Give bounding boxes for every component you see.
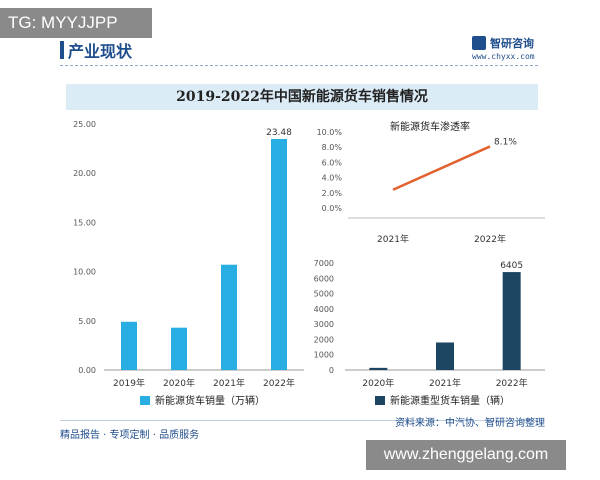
y-tick-label: 0.0% [322,204,343,213]
data-source: 资料来源：中汽协、智研咨询整理 [395,418,545,429]
legend-swatch [140,396,150,405]
legend-swatch [375,396,385,405]
y-tick-label: 20.00 [73,169,96,178]
x-tick-label: 2020年 [163,377,195,389]
y-tick-label: 10.00 [73,268,96,277]
y-tick-label: 5000 [314,290,334,299]
bar [121,321,137,370]
y-tick-label: 15.00 [73,218,96,227]
y-tick-label: 4000 [314,305,334,314]
series-line [392,145,491,191]
x-tick-label: 2022年 [263,377,295,389]
y-tick-label: 2.0% [322,189,343,198]
y-tick-label: 0.00 [78,366,96,375]
brand-name: 智研咨询 [490,37,534,50]
section-accent-bar [60,41,64,59]
y-tick-label: 3000 [314,320,334,329]
y-tick-label: 10.0% [317,128,343,137]
chart-title: 2019-2022年中国新能源货车销售情况 [176,89,428,105]
footer-slogan: 精品报告 · 专项定制 · 品质服务 [60,430,200,441]
y-tick-label: 7000 [314,259,334,268]
bar [436,342,454,370]
bar [502,272,521,370]
bar [271,138,287,370]
bar [171,327,187,370]
y-tick-label: 8.0% [322,143,343,152]
y-tick-label: 0 [329,366,334,375]
legend-label: 新能源重型货车销量（辆） [390,394,510,407]
bar [369,367,388,370]
y-tick-label: 6.0% [322,158,343,167]
x-tick-label: 2020年 [362,377,394,389]
data-label: 23.48 [266,128,292,138]
y-tick-label: 6000 [314,274,334,283]
brand-logo-icon [472,36,486,50]
header-divider [60,65,538,66]
top-left-tag: TG: MYYJJPP [0,8,152,38]
x-tick-label: 2021年 [377,233,409,245]
y-tick-label: 2000 [314,335,334,344]
sales-bar-chart: 0.00 5.00 10.00 15.00 20.00 25.00 2019年 2020年 20… [73,120,304,407]
legend-label: 新能源货车销量（万辆） [155,394,265,407]
bar [221,264,237,370]
y-tick-label: 4.0% [322,174,343,183]
x-tick-label: 2021年 [429,377,461,389]
y-tick-label: 1000 [314,351,334,360]
x-tick-label: 2022年 [474,233,506,245]
penetration-line-chart: 新能源货车渗透率 0.0% 2.0% 4.0% 6.0% 8.0% 10.0% 2021年 20… [317,120,545,245]
x-tick-label: 2019年 [113,377,145,389]
footer-divider [60,420,538,421]
brand-url: www.chyxx.com [472,52,535,61]
line-chart-title: 新能源货车渗透率 [390,120,470,133]
x-tick-label: 2021年 [213,377,245,389]
section-title: 产业现状 [68,42,133,61]
chart-title-band [66,84,538,110]
y-tick-label: 25.00 [73,120,96,129]
data-label: 8.1% [494,137,517,147]
heavy-truck-bar-chart: 0 1000 2000 3000 4000 5000 6000 7000 2020年 2021年 2… [314,259,545,407]
y-tick-label: 5.00 [78,317,96,326]
bottom-right-tag: www.zhenggelang.com [366,440,566,470]
x-tick-label: 2022年 [496,377,528,389]
data-label: 6405 [500,261,523,271]
